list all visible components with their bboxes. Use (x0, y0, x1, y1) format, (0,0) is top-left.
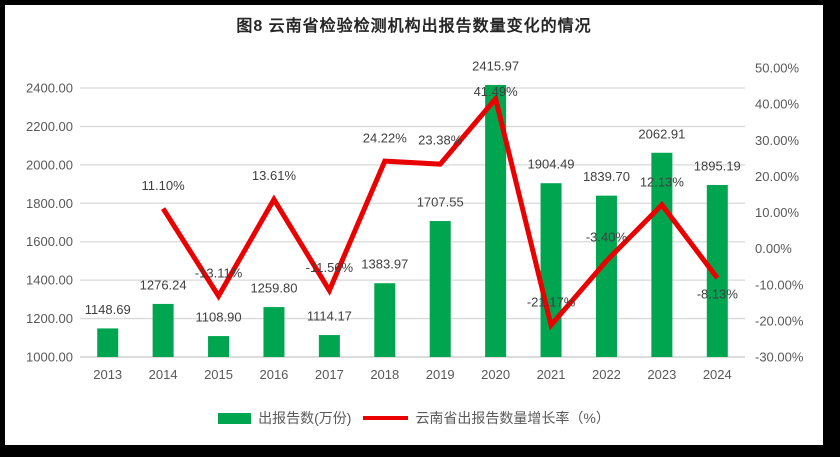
bar-value-label: 1276.24 (140, 277, 187, 292)
bar-value-label: 2062.91 (638, 126, 685, 141)
bar-value-label: 1148.69 (85, 302, 131, 317)
x-axis-label: 2018 (370, 367, 399, 382)
bar-value-label: 1108.90 (196, 310, 242, 325)
x-axis-label: 2022 (592, 367, 621, 382)
line-value-label: 24.22% (363, 131, 408, 146)
bar-2020 (485, 84, 507, 357)
line-value-label: 41.49% (474, 84, 519, 99)
x-axis-label: 2013 (93, 367, 122, 382)
legend-item-line: 云南省出报告数量增长率（%） (363, 408, 610, 428)
bar-2017 (318, 335, 340, 357)
y-axis-right-tick: 10.00% (755, 205, 800, 220)
line-series-swatch (363, 416, 409, 420)
bar-value-label: 1895.19 (694, 158, 741, 173)
x-axis-label: 2017 (315, 367, 344, 382)
y-axis-right-tick: -20.00% (755, 313, 804, 328)
y-axis-left-tick: 1200.00 (26, 311, 73, 326)
legend-item-bars: 出报告数(万份) (218, 408, 351, 428)
y-axis-left-tick: 1400.00 (26, 273, 73, 288)
chart-canvas: 2400.00 2200.00 2000.00 1800.00 1600.00 1400.… (26, 58, 804, 382)
chart-background: 图8 云南省检验检测机构出报告数量变化的情况 2400.00 2200.00 200… (5, 5, 823, 445)
bar-2024 (706, 184, 728, 357)
bar-2022 (595, 195, 617, 357)
bar-value-label: 1114.17 (307, 309, 352, 324)
bar-2021 (540, 183, 562, 357)
legend-line-label: 云南省出报告数量增长率（%） (415, 410, 610, 426)
bar-2016 (263, 307, 285, 357)
line-value-label: 12.13% (640, 174, 685, 189)
bar-value-label: 2415.97 (472, 58, 519, 73)
y-axis-right-tick: -30.00% (755, 350, 804, 365)
bar-value-label: 1383.97 (361, 257, 408, 272)
y-axis-right-tick: -10.00% (755, 277, 804, 292)
bar-2014 (152, 303, 174, 357)
line-value-label: -21.17% (527, 295, 576, 310)
bar-2023 (651, 152, 673, 357)
line-value-label: -8.13% (697, 286, 739, 301)
line-value-label: 13.61% (252, 168, 297, 183)
line-value-label: 11.10% (142, 178, 186, 193)
x-axis-label: 2023 (647, 367, 676, 382)
y-axis-left-tick: 1600.00 (26, 234, 73, 249)
line-value-label: -3.40% (586, 229, 628, 244)
x-axis-label: 2016 (259, 367, 288, 382)
line-value-label: -13.11% (195, 265, 243, 280)
y-axis-left-tick: 1800.00 (26, 196, 73, 211)
y-axis-left-tick: 1000.00 (26, 350, 73, 365)
bar-value-label: 1259.80 (250, 281, 297, 296)
x-axis-label: 2015 (204, 367, 233, 382)
y-axis-left-tick: 2000.00 (26, 157, 73, 172)
y-axis-right-tick: 40.00% (755, 97, 800, 112)
bar-2015 (208, 336, 230, 357)
bar-value-label: 1707.55 (417, 195, 464, 210)
line-value-label: 23.38% (418, 133, 463, 148)
y-axis-left-tick: 2400.00 (26, 81, 73, 96)
y-axis-right-tick: 0.00% (755, 241, 792, 256)
y-axis-right-tick: 20.00% (755, 169, 800, 184)
bar-value-label: 1904.49 (528, 157, 575, 172)
x-axis-label: 2024 (703, 367, 732, 382)
x-axis-label: 2014 (149, 367, 178, 382)
bar-2013 (97, 328, 119, 357)
x-axis-label: 2021 (537, 367, 566, 382)
legend-bar-label: 出报告数(万份) (258, 410, 352, 426)
bar-value-label: 1839.70 (583, 169, 630, 184)
growth-rate-line (161, 93, 720, 331)
y-axis-left-tick: 2200.00 (26, 119, 73, 134)
bar-series-swatch (218, 412, 252, 424)
chart-title: 图8 云南省检验检测机构出报告数量变化的情况 (236, 18, 592, 35)
x-axis-label: 2019 (426, 367, 455, 382)
x-axis-label: 2020 (481, 367, 510, 382)
y-axis-right-tick: 30.00% (755, 133, 800, 148)
line-value-label: -11.56% (306, 260, 354, 275)
bar-2019 (429, 221, 451, 357)
y-axis-right-tick: 50.00% (755, 61, 800, 76)
bar-2018 (374, 283, 396, 357)
legend: 出报告数(万份) 云南省出报告数量增长率（%） (5, 408, 823, 428)
